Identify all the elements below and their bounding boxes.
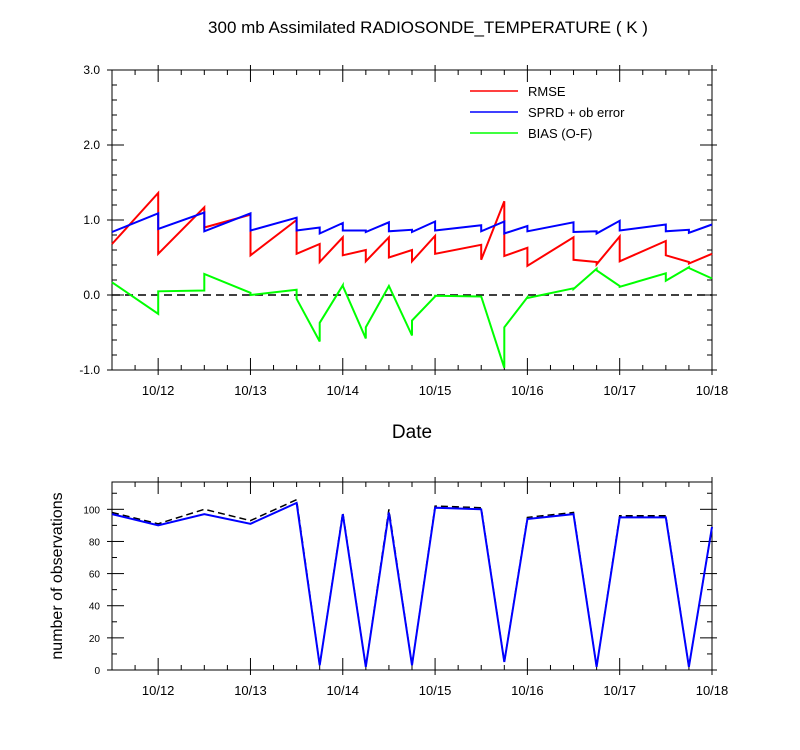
series-line: [111, 265, 713, 369]
series-line: [111, 501, 713, 667]
y-tick-label: 3.0: [83, 63, 100, 77]
y-tick-label: 40: [89, 602, 101, 613]
y-tick-label: 1.0: [83, 213, 100, 227]
axis-ticks: [107, 65, 717, 375]
legend-label: BIAS (O-F): [528, 126, 592, 141]
y-tick-label: 0: [94, 666, 100, 677]
x-tick-label: 10/14: [326, 383, 359, 398]
x-tick-label: 10/15: [419, 683, 452, 698]
x-tick-label: 10/12: [142, 383, 175, 398]
series-line: [111, 190, 713, 268]
series-line: [111, 211, 713, 236]
y-tick-label: 2.0: [83, 138, 100, 152]
y-tick-label: 60: [89, 570, 101, 581]
x-tick-label: 10/18: [696, 683, 729, 698]
series-observations: [111, 498, 713, 667]
legend: RMSE SPRD + ob error BIAS (O-F): [470, 84, 625, 141]
x-tick-label: 10/15: [419, 383, 452, 398]
legend-label: RMSE: [528, 84, 566, 99]
series-rmse: [111, 190, 713, 268]
x-axis-label: Date: [392, 422, 432, 443]
axis-ticks: [107, 477, 717, 675]
x-tick-label: 10/12: [142, 683, 175, 698]
y-tick-label: 20: [89, 634, 101, 645]
series-assimilated-observations: [111, 501, 713, 667]
bottom-panel-observations-chart: 10/12 10/13 10/14 10/15 10/16 10/17 10/18 0 20 40…: [49, 477, 728, 698]
x-tick-label: 10/16: [511, 683, 544, 698]
series-line: [111, 498, 713, 667]
y-tick-label: 80: [89, 537, 101, 548]
y-tick-label: -1.0: [79, 363, 100, 377]
x-tick-label: 10/13: [234, 683, 267, 698]
legend-label: SPRD + ob error: [528, 105, 625, 120]
y-axis-label: number of observations: [49, 492, 66, 659]
y-tick-label: 0.0: [83, 288, 100, 302]
x-tick-label: 10/18: [696, 383, 729, 398]
series-sprd-ob-error: [111, 211, 713, 236]
y-tick-label: 100: [83, 505, 100, 516]
x-tick-label: 10/17: [603, 383, 636, 398]
x-tick-label: 10/17: [603, 683, 636, 698]
x-tick-label: 10/14: [326, 683, 359, 698]
x-tick-label: 10/16: [511, 383, 544, 398]
chart-title: 300 mb Assimilated RADIOSONDE_TEMPERATUR…: [208, 18, 648, 37]
series-bias-o-f-: [111, 265, 713, 369]
top-panel-rmse-chart: 10/12 10/13 10/14 10/15 10/16 10/17 10/18 3.0 2.…: [79, 18, 728, 443]
x-tick-label: 10/13: [234, 383, 267, 398]
